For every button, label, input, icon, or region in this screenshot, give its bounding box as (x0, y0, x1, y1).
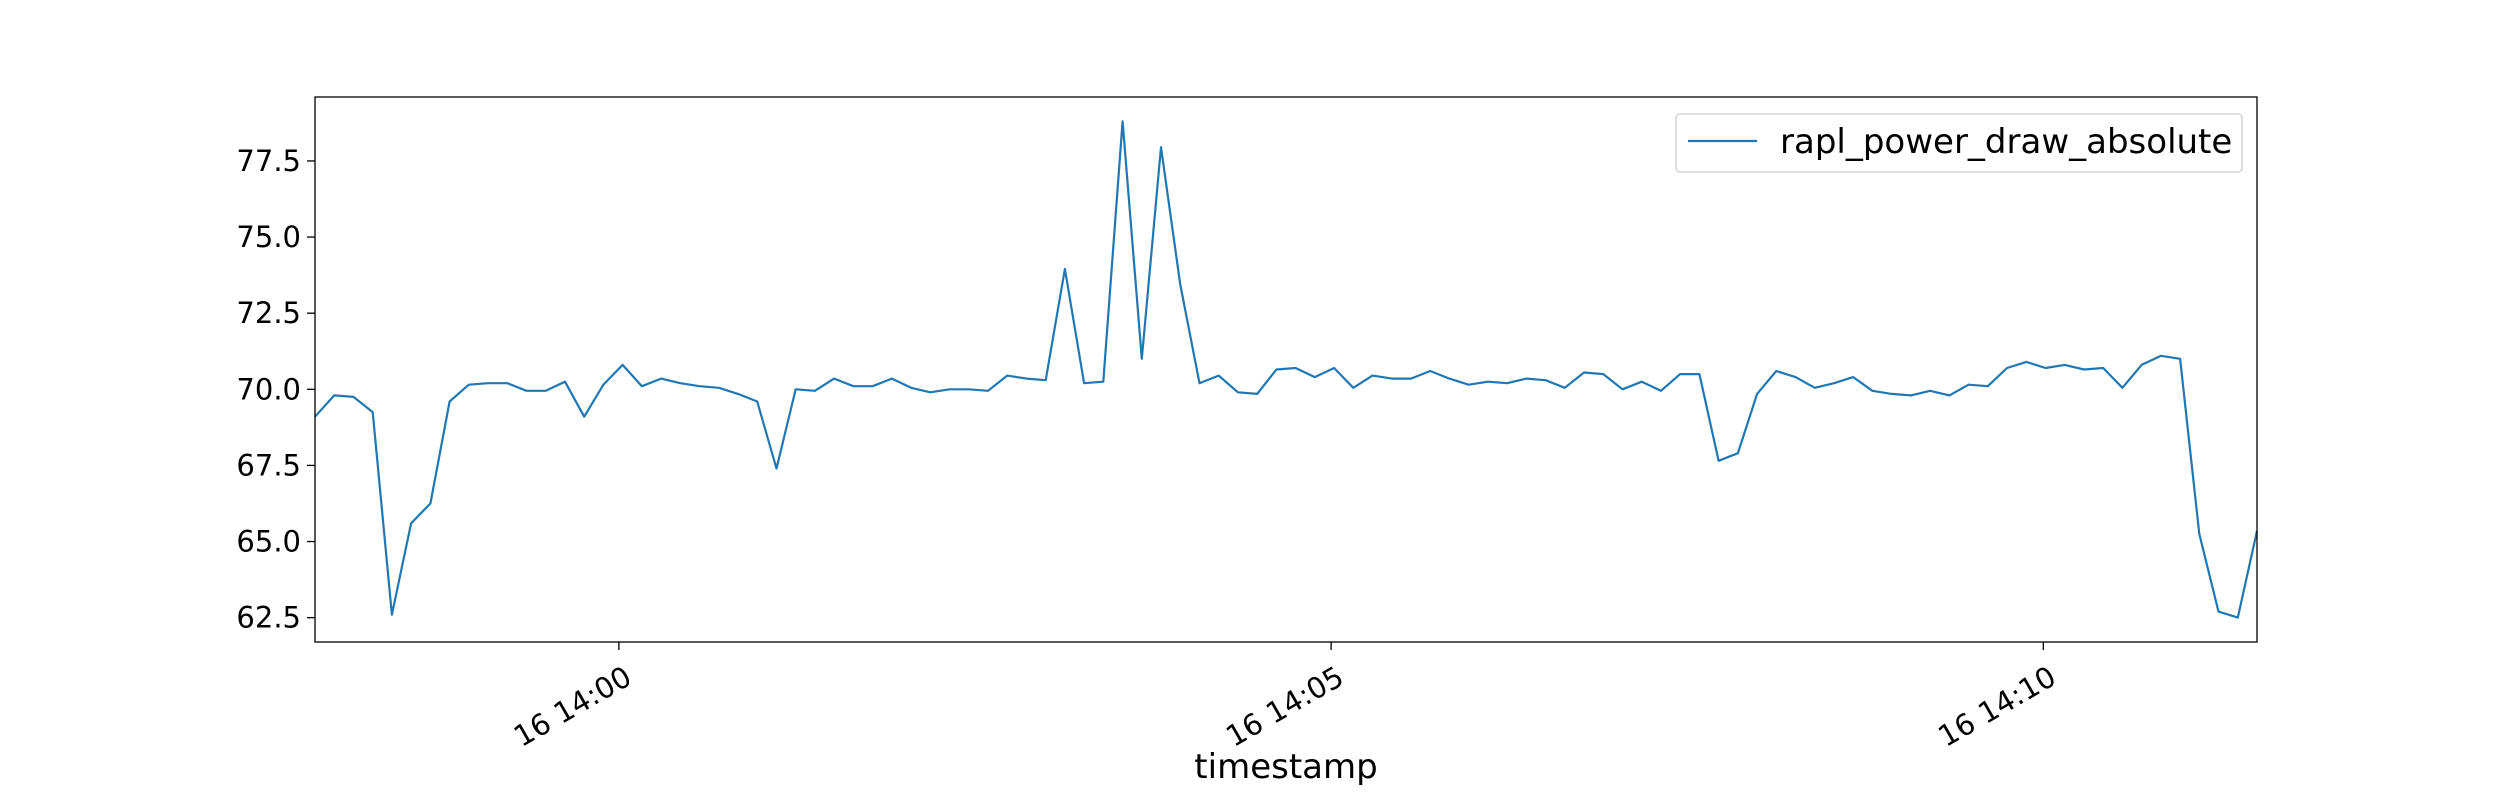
series-line (314, 120, 2259, 619)
plot-frame (314, 96, 2258, 643)
y-tick-label: 67.5 (236, 448, 301, 482)
y-tick-label: 65.0 (236, 525, 301, 559)
y-tick-label: 70.0 (236, 372, 301, 406)
legend: rapl_power_draw_absolute (1675, 113, 2243, 173)
y-tick-label: 62.5 (236, 601, 301, 635)
legend-box (1675, 113, 2243, 173)
y-tick-label: 77.5 (236, 144, 301, 178)
legend-label: rapl_power_draw_absolute (1780, 122, 2232, 162)
y-tick-label: 72.5 (236, 296, 301, 330)
x-axis-label: timestamp (1194, 747, 1377, 787)
y-tick-label: 75.0 (236, 220, 301, 254)
y-axis: 62.5 65.0 67.5 70.0 72.5 75.0 77.5 (236, 144, 315, 635)
